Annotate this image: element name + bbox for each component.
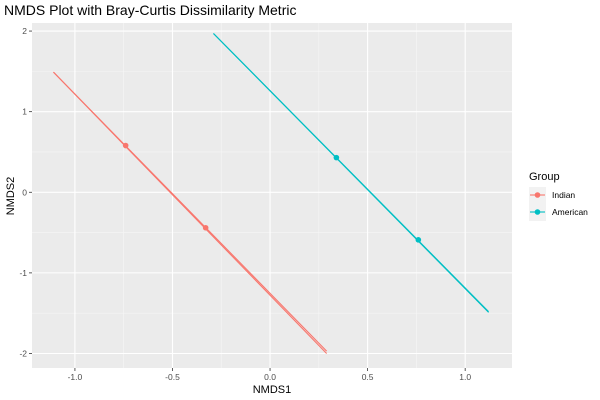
x-tick-label: 1.0 — [459, 372, 471, 382]
y-tick-label: -2 — [19, 348, 27, 358]
indian-series-line — [53, 71, 328, 352]
american-legend-label: American — [552, 207, 588, 217]
indian-point — [202, 224, 209, 231]
series-layer — [53, 33, 489, 354]
indian-legend-point — [534, 192, 541, 198]
x-axis: -1.0 -0.5 0.0 0.5 1.0 — [68, 368, 471, 382]
chart-title: NMDS Plot with Bray-Curtis Dissimilarity… — [4, 2, 296, 18]
y-tick-label: -1 — [19, 268, 27, 278]
indian-point — [122, 142, 129, 149]
indian-legend-label: Indian — [552, 190, 575, 200]
american-point — [415, 237, 422, 243]
y-axis-title: NMDS2 — [5, 177, 17, 216]
y-axis: -2 -1 0 1 2 — [19, 26, 32, 358]
american-series-line — [213, 33, 489, 312]
y-tick-label: 2 — [22, 26, 27, 36]
legend: Group Indian American — [529, 171, 588, 221]
major-gridlines — [32, 23, 512, 368]
x-tick-label: -1.0 — [68, 372, 83, 382]
x-axis-title: NMDS1 — [253, 384, 292, 396]
legend-title: Group — [529, 171, 560, 183]
plot-panel — [32, 23, 512, 368]
y-tick-label: 0 — [22, 187, 27, 197]
x-tick-label: 0.0 — [264, 372, 276, 382]
american-legend-point — [534, 209, 541, 215]
minor-gridlines — [32, 23, 512, 368]
x-tick-label: 0.5 — [362, 372, 374, 382]
american-point — [333, 154, 340, 161]
y-tick-label: 1 — [22, 107, 27, 117]
x-tick-label: -0.5 — [165, 372, 180, 382]
